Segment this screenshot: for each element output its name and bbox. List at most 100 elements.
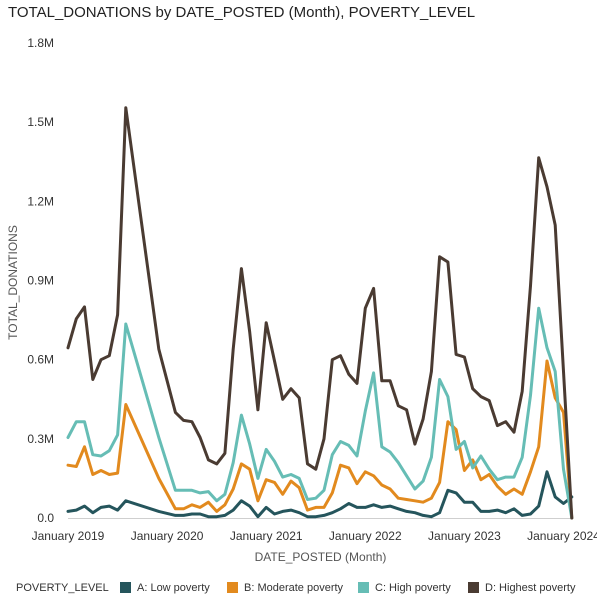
data-point <box>496 478 499 481</box>
data-point <box>388 379 392 382</box>
data-point <box>223 514 227 517</box>
data-point <box>116 471 119 475</box>
y-tick-label: 0.3M <box>27 432 54 446</box>
chart-title: TOTAL_DONATIONS by DATE_POSTED (Month), … <box>8 4 476 21</box>
data-point <box>405 474 408 477</box>
data-point <box>562 411 565 414</box>
data-point <box>487 510 491 513</box>
data-point <box>83 504 86 508</box>
data-point <box>339 507 342 510</box>
data-point <box>240 267 243 270</box>
data-point <box>198 436 202 439</box>
data-point <box>537 156 540 159</box>
data-point <box>545 470 549 474</box>
data-point <box>339 464 342 467</box>
data-point <box>116 313 119 317</box>
data-point <box>529 512 532 516</box>
data-point <box>496 508 499 512</box>
data-point <box>388 450 392 454</box>
data-point <box>364 409 367 413</box>
legend-label: B: Moderate poverty <box>244 582 344 594</box>
data-point <box>265 321 268 324</box>
data-point <box>198 491 202 495</box>
data-point <box>355 454 359 458</box>
data-point <box>438 255 441 258</box>
data-point <box>545 359 549 363</box>
data-point <box>108 473 111 476</box>
y-tick-label: 1.2M <box>27 194 54 208</box>
data-point <box>405 498 408 501</box>
data-point <box>281 510 284 513</box>
data-point <box>198 512 202 516</box>
data-point <box>397 507 400 510</box>
data-point <box>207 490 210 493</box>
data-point <box>306 508 309 512</box>
data-point <box>529 470 532 474</box>
data-point <box>446 260 450 264</box>
data-point <box>347 444 350 447</box>
data-point <box>157 436 161 439</box>
data-point <box>322 506 326 509</box>
data-point <box>231 461 235 464</box>
data-point <box>75 317 78 320</box>
data-point <box>190 420 194 423</box>
data-point <box>405 510 408 513</box>
data-point <box>454 428 458 431</box>
data-point <box>339 440 342 443</box>
data-point <box>240 413 243 417</box>
data-point <box>504 511 507 514</box>
data-point <box>248 504 251 508</box>
data-point <box>289 473 293 476</box>
data-point <box>413 511 417 514</box>
series-line-4 <box>66 106 574 520</box>
data-point <box>174 411 177 414</box>
data-point <box>298 486 301 489</box>
data-point <box>380 379 384 382</box>
data-point <box>182 489 185 492</box>
legend-swatch <box>358 582 369 593</box>
legend-label: D: Highest poverty <box>485 582 576 594</box>
data-point <box>281 475 284 479</box>
x-tick-label: January 2024 <box>527 529 597 543</box>
data-point <box>347 372 350 376</box>
x-tick-label: January 2019 <box>32 529 105 543</box>
legend-label: A: Low poverty <box>137 582 210 594</box>
data-point <box>545 346 549 349</box>
data-point <box>454 448 458 451</box>
data-point <box>174 514 177 517</box>
y-axis-title: TOTAL_DONATIONS <box>6 225 20 340</box>
data-point <box>99 454 103 458</box>
data-point <box>273 512 276 516</box>
data-point <box>124 106 128 109</box>
data-point <box>405 408 408 412</box>
data-point <box>298 511 301 514</box>
legend-label: C: High poverty <box>375 582 451 594</box>
data-point <box>306 498 309 501</box>
data-point <box>91 453 94 456</box>
data-point <box>537 504 540 508</box>
data-point <box>388 504 392 508</box>
legend-swatch <box>227 582 238 593</box>
data-point <box>537 445 540 448</box>
data-point <box>265 478 268 481</box>
data-point <box>430 497 433 500</box>
y-tick-label: 0.0 <box>37 511 54 525</box>
data-point <box>223 503 227 507</box>
data-point <box>223 493 227 496</box>
data-point <box>397 497 400 500</box>
data-point <box>281 398 284 401</box>
data-point <box>512 431 516 434</box>
data-point <box>430 370 433 373</box>
data-point <box>421 500 425 504</box>
data-point <box>108 449 111 452</box>
data-point <box>331 453 334 456</box>
data-point <box>66 464 70 467</box>
data-point <box>364 506 367 509</box>
data-point <box>66 346 70 349</box>
data-point <box>190 489 194 492</box>
data-point <box>273 460 276 463</box>
data-point <box>182 514 185 517</box>
data-point <box>322 437 326 441</box>
data-point <box>314 497 317 500</box>
